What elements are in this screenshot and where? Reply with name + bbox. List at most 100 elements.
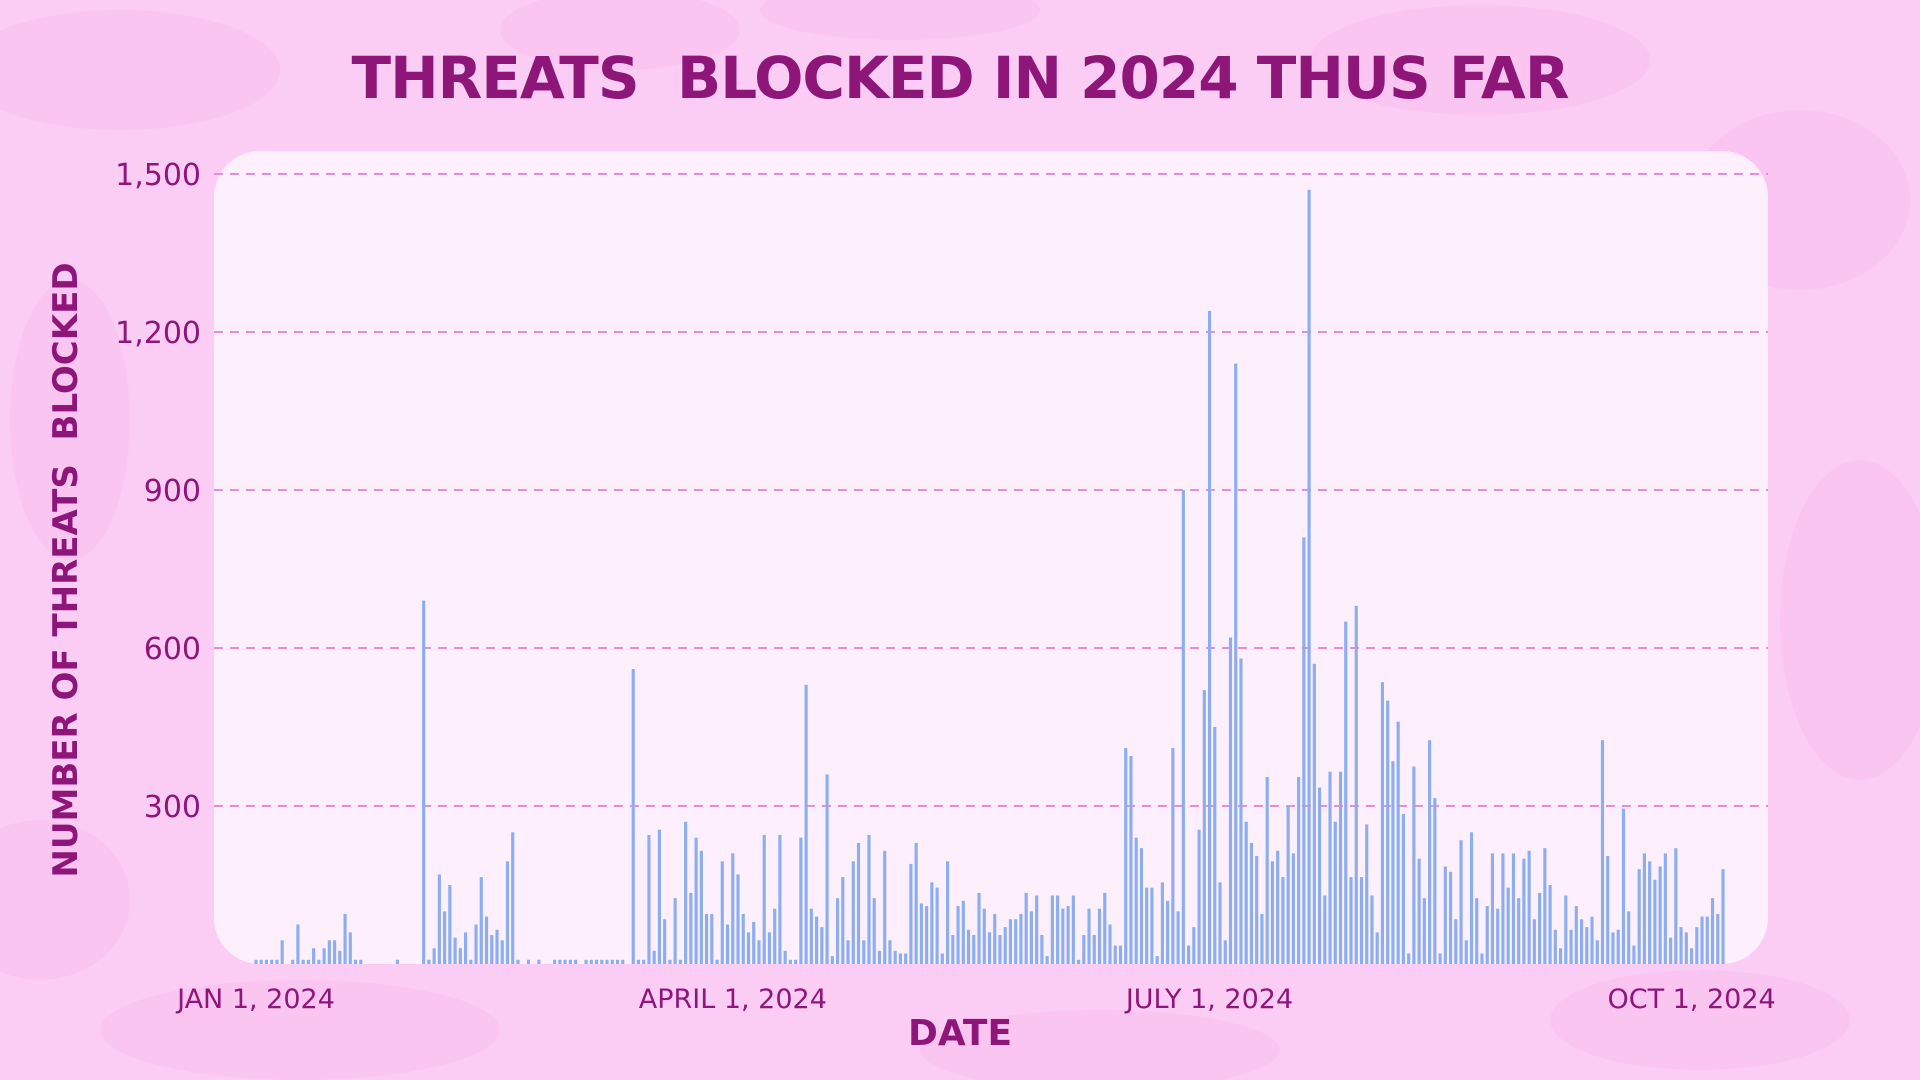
bar	[490, 935, 494, 964]
bar	[1003, 927, 1007, 964]
bar	[1543, 848, 1547, 964]
bar	[872, 898, 876, 964]
bar	[1008, 919, 1013, 964]
bar	[427, 959, 431, 964]
bar	[1401, 813, 1405, 964]
bar	[1040, 935, 1044, 964]
bar	[553, 959, 557, 964]
background-blob	[500, 0, 740, 70]
bar	[526, 959, 531, 964]
bar	[1422, 898, 1426, 964]
bar	[689, 892, 693, 964]
bar	[1302, 537, 1306, 964]
bar	[605, 959, 609, 964]
bar	[1407, 953, 1411, 964]
bar	[537, 959, 541, 964]
bar	[1181, 490, 1185, 964]
bar	[1187, 945, 1191, 964]
bar	[956, 906, 960, 964]
bar	[1559, 948, 1563, 964]
bar	[1621, 808, 1626, 964]
bar	[1118, 945, 1123, 964]
bar	[296, 924, 300, 964]
bar	[1270, 861, 1274, 964]
bar	[1318, 787, 1322, 964]
bar	[574, 959, 578, 964]
bar	[1490, 853, 1495, 964]
bar	[1637, 869, 1641, 964]
bar	[1071, 895, 1075, 964]
bar	[663, 919, 667, 964]
bar	[940, 953, 944, 964]
bar	[1506, 887, 1510, 964]
bar	[778, 834, 782, 964]
y-tick-label: 600	[144, 632, 201, 667]
x-axis-label: DATE	[907, 1013, 1013, 1054]
bar	[642, 959, 646, 964]
bar	[1496, 908, 1500, 964]
y-tick-label: 300	[144, 790, 201, 825]
bar	[1176, 911, 1180, 964]
bar	[259, 959, 263, 964]
bar	[678, 959, 682, 964]
background-blob	[100, 980, 500, 1080]
bar	[982, 908, 986, 964]
bar	[966, 929, 971, 964]
bar	[773, 908, 777, 964]
bar	[1689, 948, 1694, 964]
bar	[1564, 895, 1568, 964]
plot-panel	[214, 151, 1768, 964]
bar	[1160, 882, 1164, 964]
bar	[1595, 940, 1599, 964]
bar	[254, 959, 258, 964]
bar	[930, 882, 934, 964]
bar	[1585, 927, 1589, 964]
bar	[469, 959, 473, 964]
bar	[1029, 911, 1033, 964]
bar	[1019, 913, 1023, 964]
bar	[898, 953, 902, 964]
bar	[1255, 856, 1259, 964]
bar	[1464, 940, 1468, 964]
bar	[977, 892, 981, 964]
bar	[1145, 887, 1149, 964]
bar	[1192, 927, 1196, 964]
bar	[1600, 740, 1605, 964]
bar	[1511, 853, 1515, 964]
bar	[877, 950, 882, 964]
bar	[327, 940, 331, 964]
bar	[322, 948, 326, 964]
bar	[862, 940, 866, 964]
bar	[1606, 856, 1610, 964]
bar	[610, 959, 614, 964]
bar	[1590, 916, 1594, 964]
bar	[1653, 879, 1657, 964]
bar	[1527, 850, 1531, 964]
bar	[799, 837, 803, 964]
bar	[1485, 906, 1489, 964]
bar	[1323, 895, 1327, 964]
bar	[1443, 866, 1447, 964]
bar	[1475, 898, 1479, 964]
bar	[1260, 913, 1264, 964]
bar	[291, 959, 295, 964]
bar	[1365, 824, 1369, 964]
bar	[684, 821, 688, 964]
background-blob	[0, 820, 130, 980]
bar	[1695, 927, 1699, 964]
bar	[1448, 871, 1453, 964]
bar	[511, 832, 515, 964]
bar	[1538, 892, 1542, 964]
bar	[1265, 777, 1269, 964]
bar	[856, 842, 861, 964]
bar	[270, 959, 274, 964]
bar	[1281, 877, 1285, 964]
bar	[317, 959, 321, 964]
y-tick-label: 1,500	[115, 158, 201, 193]
bar	[1286, 806, 1290, 964]
bar	[972, 935, 976, 964]
bar	[568, 959, 572, 964]
bar	[1569, 929, 1573, 964]
bar	[1108, 924, 1112, 964]
bar	[783, 950, 787, 964]
